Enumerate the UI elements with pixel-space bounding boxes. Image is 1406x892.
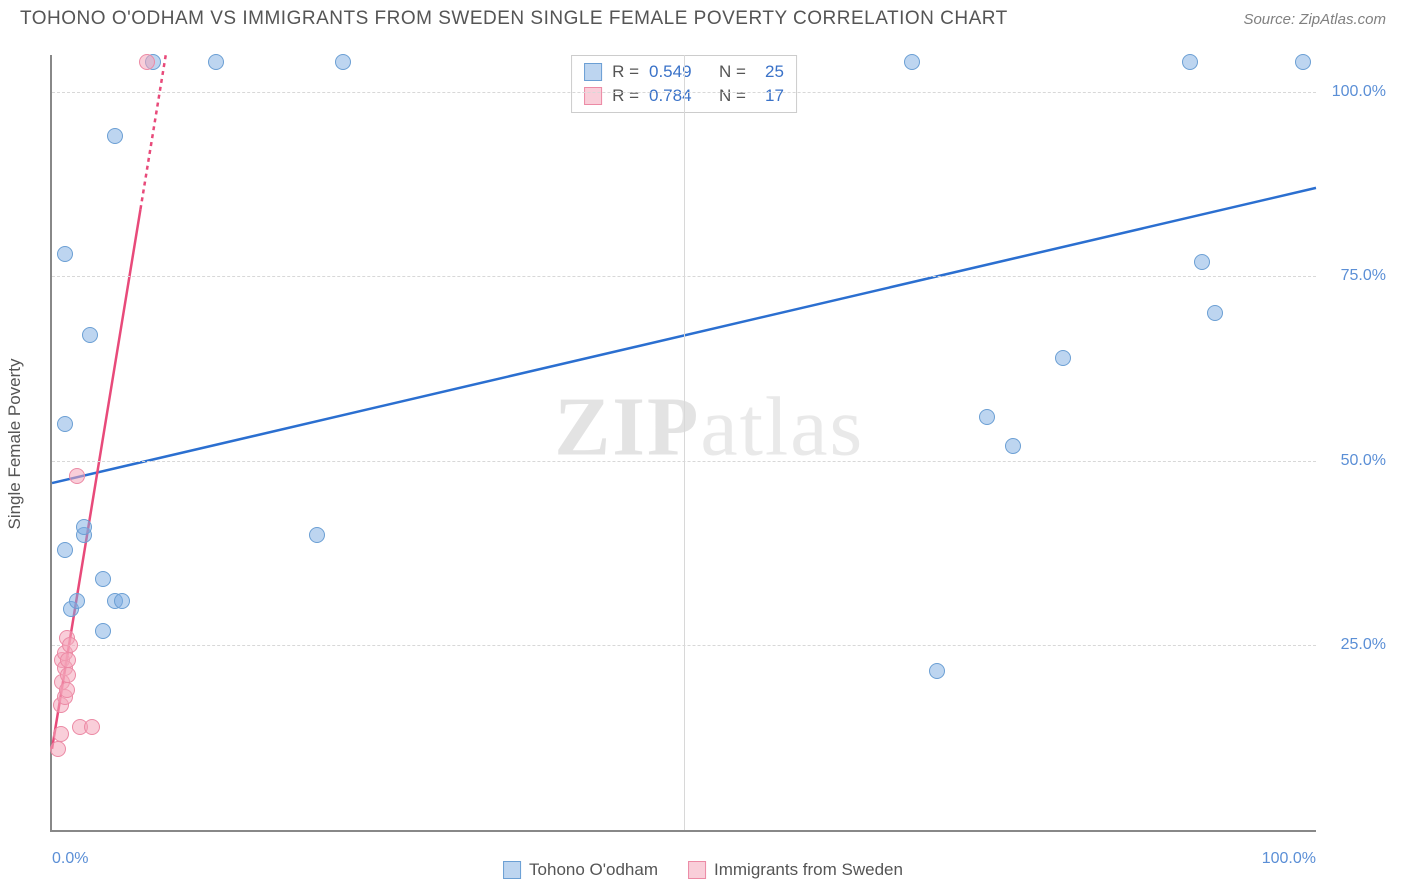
chart-header: TOHONO O'ODHAM VS IMMIGRANTS FROM SWEDEN… [0,0,1406,34]
y-tick-label: 75.0% [1326,267,1386,285]
data-point [69,468,85,484]
n-label: N = [719,84,746,108]
data-point [60,652,76,668]
legend-swatch [688,861,706,879]
data-point [929,663,945,679]
data-point [95,623,111,639]
data-point [1182,54,1198,70]
chart-container: Single Female Poverty ZIPatlas R =0.549N… [50,55,1316,832]
data-point [114,593,130,609]
data-point [1005,438,1021,454]
legend-swatch [584,63,602,81]
y-tick-label: 50.0% [1326,452,1386,470]
legend-item: Tohono O'odham [503,860,658,880]
data-point [95,571,111,587]
legend-swatch [584,87,602,105]
x-tick-label: 0.0% [52,850,88,868]
data-point [84,719,100,735]
x-tick-label: 100.0% [1262,850,1316,868]
gridline-v [684,55,685,830]
n-label: N = [719,60,746,84]
data-point [57,542,73,558]
chart-source: Source: ZipAtlas.com [1243,11,1386,28]
data-point [69,593,85,609]
y-tick-label: 100.0% [1326,83,1386,101]
data-point [1207,305,1223,321]
r-label: R = [612,84,639,108]
series-legend: Tohono O'odham Immigrants from Sweden [503,860,903,880]
data-point [904,54,920,70]
data-point [309,527,325,543]
legend-swatch [503,861,521,879]
data-point [979,409,995,425]
data-point [1055,350,1071,366]
data-point [208,54,224,70]
r-value: 0.784 [649,84,701,108]
legend-label: Immigrants from Sweden [714,860,903,880]
data-point [57,416,73,432]
y-axis-title: Single Female Poverty [5,358,25,529]
n-value: 17 [756,84,784,108]
data-point [82,327,98,343]
legend-label: Tohono O'odham [529,860,658,880]
r-label: R = [612,60,639,84]
data-point [1194,254,1210,270]
legend-item: Immigrants from Sweden [688,860,903,880]
data-point [335,54,351,70]
y-tick-label: 25.0% [1326,636,1386,654]
data-point [57,246,73,262]
data-point [76,519,92,535]
plot-area: ZIPatlas R =0.549N =25R =0.784N =17 25.0… [50,55,1316,832]
data-point [53,726,69,742]
data-point [60,667,76,683]
chart-title: TOHONO O'ODHAM VS IMMIGRANTS FROM SWEDEN… [20,8,1008,30]
data-point [62,637,78,653]
data-point [107,128,123,144]
data-point [1295,54,1311,70]
r-value: 0.549 [649,60,701,84]
data-point [139,54,155,70]
data-point [50,741,66,757]
n-value: 25 [756,60,784,84]
data-point [59,682,75,698]
